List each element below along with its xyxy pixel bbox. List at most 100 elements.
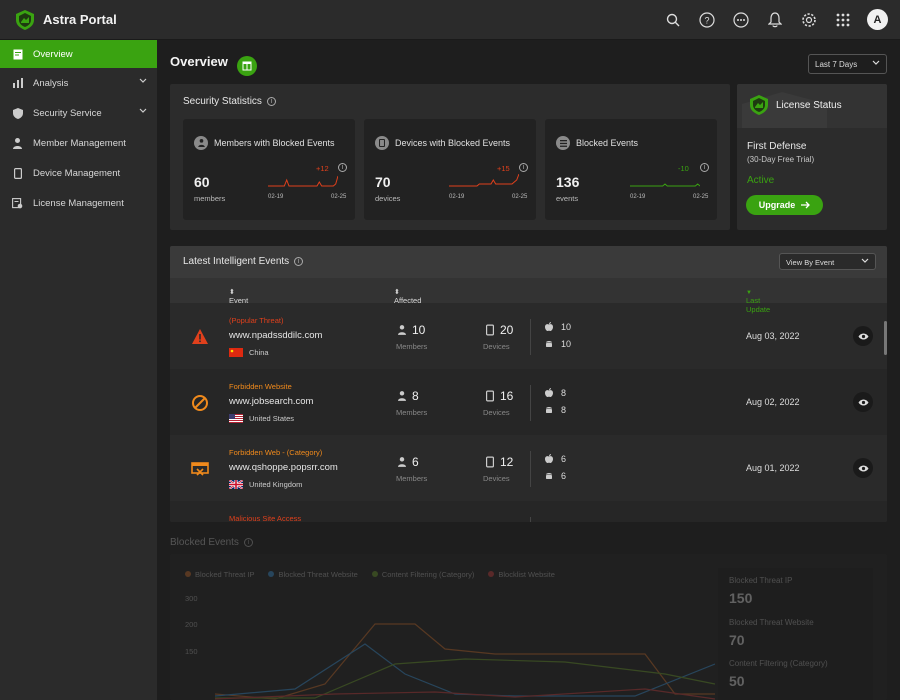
delta-value: -10 (678, 164, 689, 173)
svg-text:?: ? (704, 15, 709, 25)
table-row[interactable]: (Popular Threat) www.npadssddilc.com Chi… (170, 303, 887, 369)
sparkline (630, 183, 700, 187)
series-line-content-filtering (215, 658, 715, 699)
sparkline (268, 175, 338, 187)
stat-card-members[interactable]: Members with Blocked Events +12 i 60 mem… (183, 119, 355, 220)
legend-label: Content Filtering (Category) (381, 570, 475, 579)
section-title: Blocked Events i (170, 537, 253, 548)
column-event[interactable]: Event ⬍ (229, 287, 248, 305)
legend-label: Blocked Threat IP (195, 570, 255, 579)
summary-value: 50 (729, 673, 745, 689)
sparkline (449, 174, 519, 187)
devices-label: Devices (483, 342, 510, 351)
date-range-select[interactable]: Last 7 Days (808, 54, 887, 74)
arrow-right-icon (801, 201, 811, 209)
bar-chart-icon (12, 78, 23, 89)
search-icon[interactable] (663, 10, 683, 30)
summary-box: Blocked Threat IP 150 Blocked Threat Web… (718, 568, 873, 700)
legend-item[interactable]: Blocked Threat IP (185, 570, 254, 579)
chevron-down-icon (872, 60, 880, 65)
android-icon (546, 473, 552, 479)
info-icon[interactable]: i (243, 537, 253, 547)
info-icon[interactable]: i (519, 163, 528, 172)
device-count: 12 (500, 455, 514, 469)
legend-label: Blocked Threat Website (278, 570, 358, 579)
view-details-button[interactable] (853, 392, 873, 412)
stat-value: 70 (375, 174, 391, 190)
apps-grid-icon[interactable] (833, 10, 853, 30)
column-label: Last Update (746, 296, 771, 314)
members-label: Members (396, 408, 428, 417)
column-last-update[interactable]: Last Update ▼ (746, 287, 770, 314)
view-by-select[interactable]: View By Event (779, 253, 876, 270)
section-title: Latest Intelligent Events i (183, 256, 304, 267)
sidebar: Overview Analysis Security Service Membe… (0, 40, 157, 700)
upgrade-button[interactable]: Upgrade (746, 195, 823, 215)
list-icon (556, 136, 570, 150)
gear-icon[interactable] (799, 10, 819, 30)
device-count: 20 (500, 323, 514, 337)
person-icon (12, 137, 23, 149)
android-count: 6 (561, 471, 567, 481)
table-row[interactable]: Forbidden Web - (Category) www.qshoppe.p… (170, 435, 887, 501)
sidebar-item-security-service[interactable]: Security Service (0, 98, 157, 128)
bell-icon[interactable] (765, 10, 785, 30)
delta-value: +15 (497, 164, 510, 173)
legend-item[interactable]: Content Filtering (Category) (371, 570, 475, 579)
scrollbar[interactable] (884, 321, 887, 355)
more-icon[interactable] (731, 10, 751, 30)
upgrade-label: Upgrade (758, 200, 796, 210)
sidebar-item-label: Analysis (33, 77, 69, 89)
legend-item[interactable]: Blocked Threat Website (268, 570, 358, 579)
event-country: United Kingdom (249, 480, 303, 489)
view-details-button[interactable] (853, 458, 873, 478)
event-domain[interactable]: www.jobsearch.com (229, 396, 314, 407)
info-icon[interactable]: i (338, 163, 347, 172)
sidebar-item-overview[interactable]: Overview (0, 40, 157, 68)
sidebar-item-member-management[interactable]: Member Management (0, 128, 157, 158)
android-icon (546, 407, 552, 413)
view-details-button[interactable] (853, 326, 873, 346)
table-row[interactable]: Forbidden Website www.jobsearch.com Unit… (170, 369, 887, 435)
y-tick: 150 (185, 647, 198, 656)
stat-card-blocked-events[interactable]: Blocked Events -10 i 136 events 02-19 02… (545, 119, 717, 220)
blocked-events-lines (215, 623, 715, 700)
y-tick: 200 (185, 620, 198, 629)
help-icon[interactable]: ? (697, 10, 717, 30)
avatar[interactable]: A (867, 9, 888, 30)
layout-icon[interactable] (237, 56, 257, 76)
legend-item[interactable]: Blocklist Website (488, 570, 555, 579)
license-status-panel: License Status First Defense (30-Day Fre… (737, 84, 887, 230)
date-end: 02-25 (512, 194, 528, 200)
stat-card-devices[interactable]: Devices with Blocked Events +15 i 70 dev… (364, 119, 536, 220)
event-domain[interactable]: www.qshoppe.popsrr.com (229, 462, 338, 473)
info-icon[interactable]: i (700, 163, 709, 172)
chevron-down-icon (139, 108, 147, 113)
info-icon[interactable]: i (294, 256, 304, 266)
sidebar-item-analysis[interactable]: Analysis (0, 68, 157, 98)
person-icon (398, 391, 406, 401)
delta-value: +12 (316, 164, 329, 173)
apple-icon (545, 322, 553, 331)
event-country: China (249, 348, 269, 357)
devices-label: Devices (483, 408, 510, 417)
series-line-blocklist (215, 688, 715, 700)
column-affected[interactable]: Affected ⬍ (394, 287, 421, 305)
stat-unit: events (556, 194, 579, 203)
info-icon[interactable]: i (266, 96, 276, 106)
event-category: Forbidden Website (229, 382, 292, 391)
blocked-web-icon (191, 462, 209, 476)
sidebar-item-label: License Management (33, 197, 124, 209)
sidebar-item-device-management[interactable]: Device Management (0, 158, 157, 188)
date-start: 02-19 (449, 194, 465, 200)
event-domain[interactable]: www.npadssddilc.com (229, 330, 323, 341)
license-trial: (30-Day Free Trial) (747, 155, 815, 164)
sidebar-item-license-management[interactable]: License Management (0, 188, 157, 218)
latest-events-panel: Latest Intelligent Events i View By Event… (170, 246, 887, 522)
summary-label: Blocked Threat IP (729, 576, 793, 585)
stat-value: 136 (556, 174, 580, 190)
apple-count: 8 (561, 388, 567, 398)
table-row[interactable]: Malicious Site Access (170, 501, 887, 522)
event-date: Aug 02, 2022 (746, 397, 800, 407)
flag-cn-icon (229, 348, 243, 357)
